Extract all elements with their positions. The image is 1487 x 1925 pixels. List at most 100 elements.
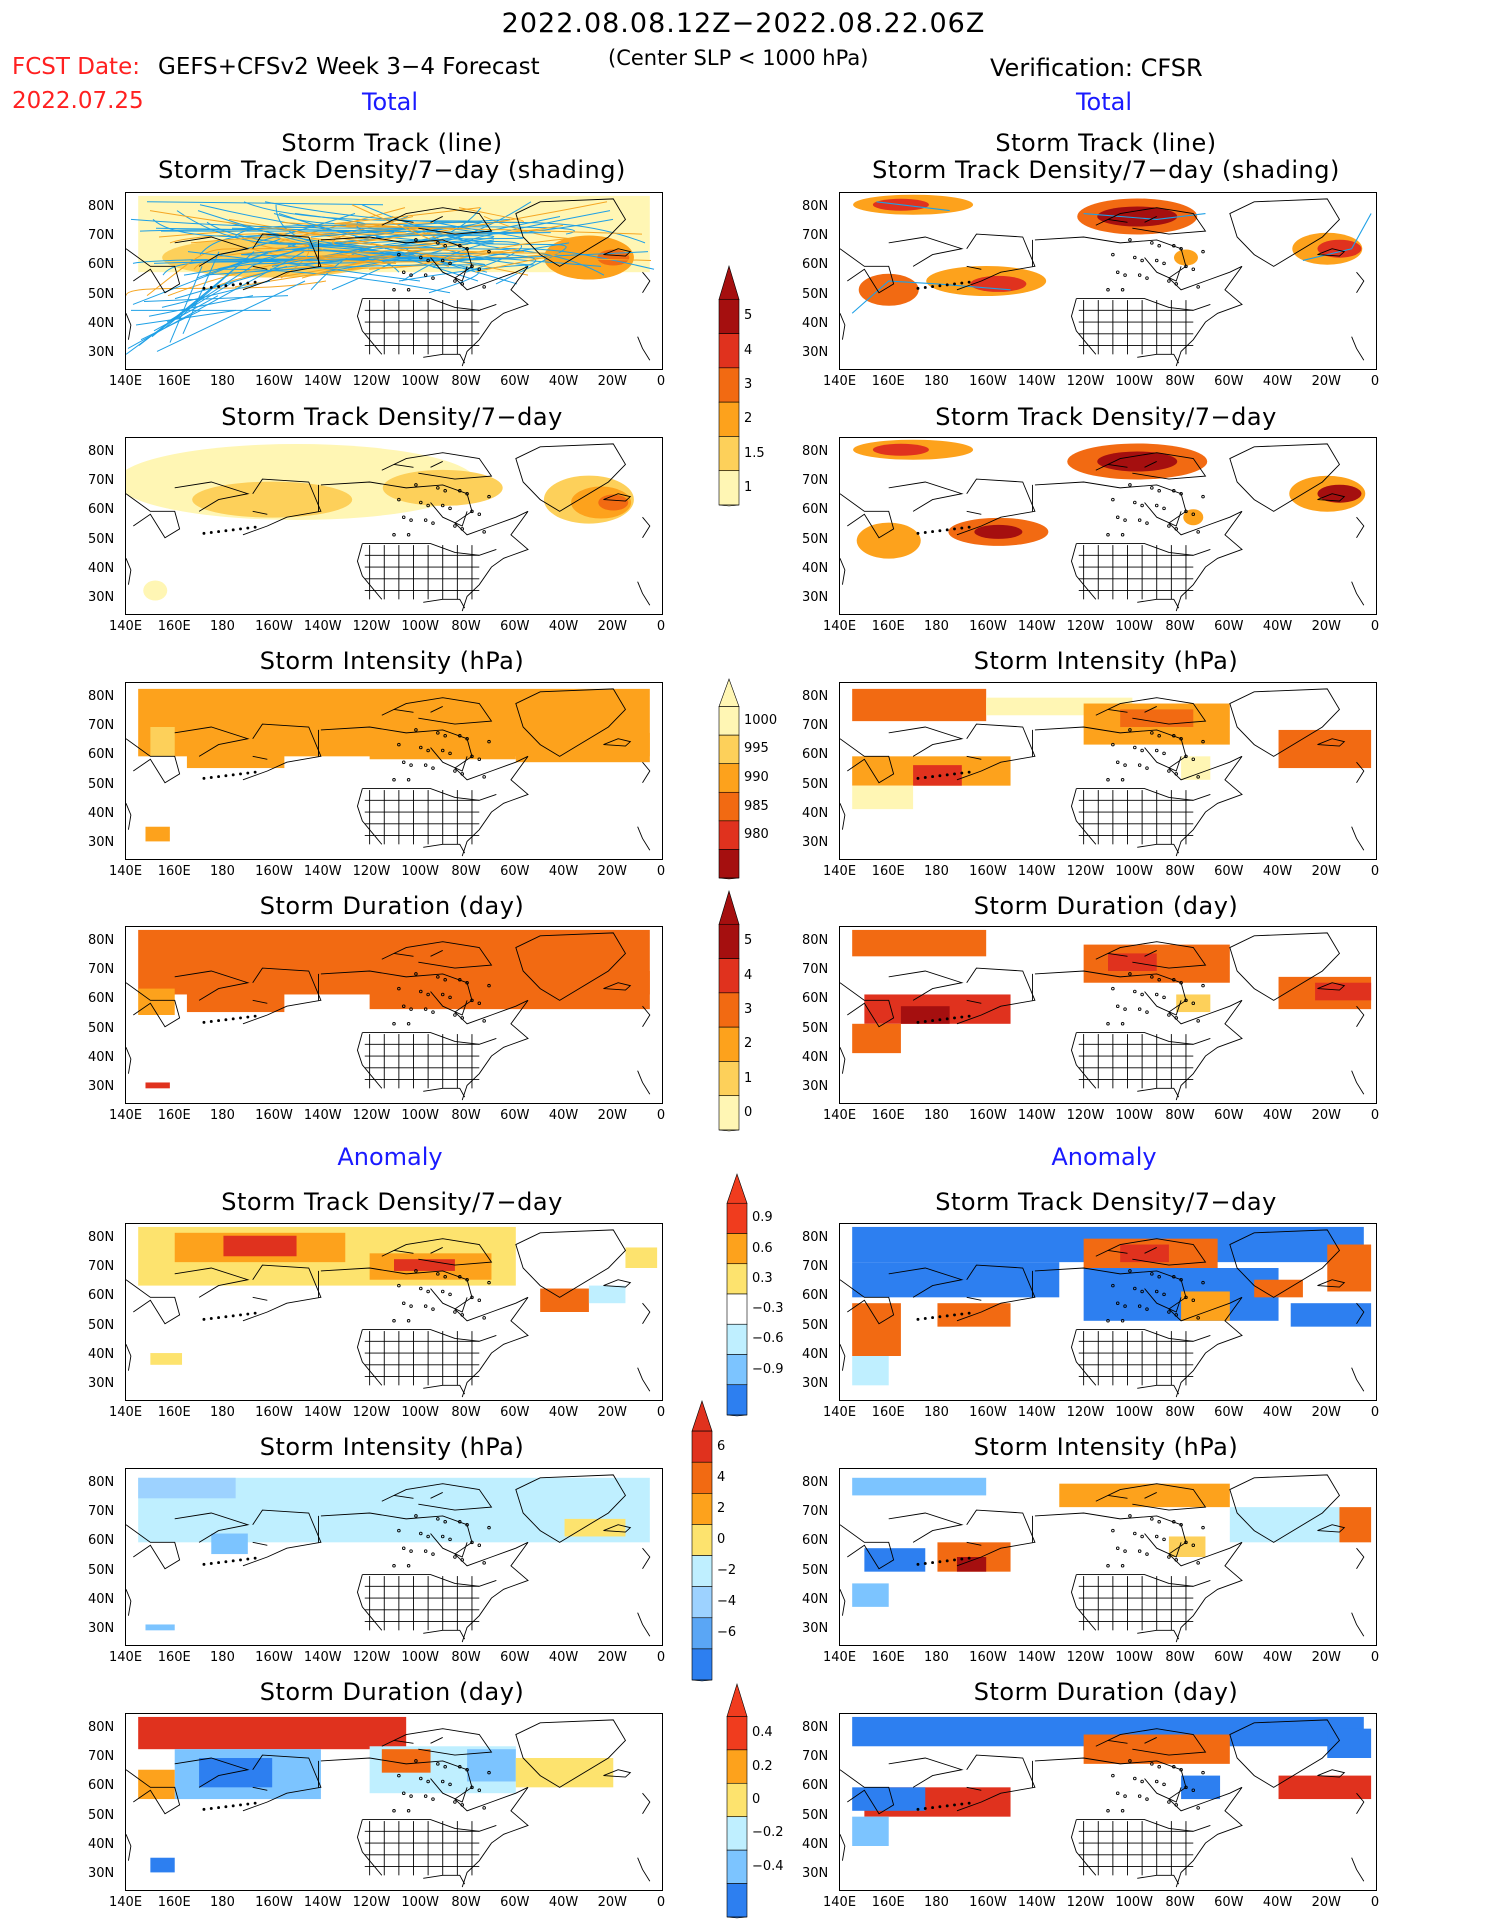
coastline: [126, 1474, 651, 1643]
lat-tick-label: 60N: [802, 502, 829, 518]
lon-tick-label: 80W: [451, 619, 481, 634]
lon-tick-label: 160E: [157, 1405, 191, 1420]
lat-tick-label: 60N: [88, 991, 115, 1007]
lon-tick-label: 140W: [303, 1108, 342, 1123]
lon-tick-label: 180: [210, 1108, 235, 1123]
lon-tick-label: 160W: [255, 619, 293, 634]
lat-tick-label: 30N: [802, 1866, 829, 1882]
lon-tick-label: 100W: [1115, 864, 1154, 879]
duration-anom-positive-atlantic: [515, 1758, 614, 1788]
lon-tick-label: 160E: [157, 1108, 191, 1123]
lon-tick-label: 20W: [1311, 1108, 1341, 1123]
lon-tick-label: 20W: [597, 864, 627, 879]
colorbar-tick-label: 3: [744, 1002, 753, 1017]
lat-tick-label: 80N: [802, 1719, 829, 1735]
lon-tick-label: 60W: [1214, 374, 1244, 389]
lon-tick-label: 160W: [255, 864, 293, 879]
lon-tick-label: 0: [1370, 1108, 1380, 1123]
lon-tick-label: 100W: [401, 1405, 440, 1420]
lon-tick-label: 60W: [500, 864, 530, 879]
anom-positive-canada-core: [394, 1259, 455, 1271]
colorbar-tick-label: −0.2: [752, 1825, 784, 1841]
intensity-anom-wpac: [864, 1548, 926, 1572]
lon-tick-label: 0: [656, 374, 666, 389]
map-panel-track-verification: [839, 192, 1377, 370]
colorbar-tick-label: 0: [752, 1792, 761, 1807]
duration-anom-atlantic: [1278, 1775, 1372, 1800]
lon-tick-label: 160W: [255, 1405, 293, 1420]
intensity-pacific-core: [913, 765, 962, 786]
lat-tick-label: 80N: [88, 198, 115, 214]
lon-tick-label: 120W: [352, 374, 391, 389]
lon-tick-label: 60W: [500, 619, 530, 634]
lon-tick-label: 160W: [969, 619, 1007, 634]
duration-anom-negative-east: [467, 1749, 516, 1782]
duration-pacific-core: [900, 1006, 950, 1024]
coastline: [840, 1719, 1365, 1888]
map-field: [126, 688, 651, 857]
lon-tick-label: 140W: [1017, 374, 1056, 389]
lat-tick-label: 30N: [88, 835, 115, 851]
lon-tick-label: 140W: [1017, 1108, 1056, 1123]
fcst-date-label: FCST Date:: [12, 54, 140, 80]
density-atlantic-core: [598, 494, 629, 511]
map-panel-intensity-forecast: [125, 682, 663, 860]
lon-tick-label: 140E: [823, 1108, 857, 1123]
coastline: [840, 443, 1365, 612]
lat-tick-label: 80N: [802, 443, 829, 459]
colorbar-intensity_anom: [691, 1400, 713, 1686]
lon-tick-label: 100W: [1115, 374, 1154, 389]
lat-tick-label: 80N: [802, 932, 829, 948]
duration-kamchatka: [138, 988, 175, 1015]
lon-tick-label: 80W: [451, 1895, 481, 1910]
lon-tick-label: 60W: [1214, 1108, 1244, 1123]
density-labrador: [1183, 509, 1204, 526]
lat-tick-label: 40N: [802, 1050, 829, 1065]
lon-tick-label: 140E: [823, 374, 857, 389]
lat-tick-label: 40N: [88, 1050, 115, 1065]
lat-tick-label: 40N: [88, 1837, 115, 1852]
lon-tick-label: 40W: [548, 1650, 579, 1665]
anom-negative-canada: [1083, 1268, 1279, 1321]
lon-tick-label: 140W: [1017, 1405, 1056, 1420]
colorbar-tick-label: 2: [717, 1500, 726, 1516]
panel-title-intensity-anom-right: Storm Intensity (hPa): [973, 1433, 1239, 1461]
lon-tick-label: 140E: [823, 619, 857, 634]
lon-tick-label: 120W: [1066, 374, 1105, 389]
section-anomaly-right: Anomaly: [1051, 1143, 1157, 1171]
intensity-anom-pacific-core: [956, 1557, 987, 1572]
lat-tick-label: 50N: [88, 1317, 115, 1333]
map-field: [840, 929, 1372, 1101]
lon-tick-label: 0: [1370, 1650, 1380, 1665]
lon-tick-label: 140W: [1017, 1895, 1056, 1910]
map-field: [840, 1474, 1372, 1643]
coastline: [126, 688, 651, 857]
lon-tick-label: 140E: [109, 374, 143, 389]
panel-title-intensity-anom-left: Storm Intensity (hPa): [259, 1433, 525, 1461]
lon-tick-label: 160W: [255, 1650, 293, 1665]
lat-tick-label: 80N: [88, 932, 115, 948]
lon-tick-label: 180: [924, 619, 949, 634]
lon-tick-label: 120W: [1066, 1405, 1105, 1420]
colorbar-tick-label: 0.6: [752, 1240, 773, 1256]
intensity-pacific: [186, 741, 285, 769]
lon-tick-label: 100W: [1115, 1405, 1154, 1420]
colorbar-tick-label: −0.4: [752, 1858, 784, 1874]
lat-tick-label: 70N: [88, 718, 115, 733]
lat-tick-label: 30N: [88, 1079, 115, 1095]
lon-tick-label: 180: [210, 619, 235, 634]
lon-tick-label: 180: [924, 1405, 949, 1420]
panel-title-density-right: Storm Track Density/7−day: [935, 403, 1277, 431]
colorbar-tick-label: 1: [744, 1070, 753, 1086]
map-field: [126, 443, 651, 612]
lat-tick-label: 40N: [88, 806, 115, 821]
lon-tick-label: 80W: [1165, 374, 1195, 389]
lat-tick-label: 70N: [802, 1259, 829, 1274]
colorbar-tick-label: 990: [744, 770, 769, 785]
colorbar-tick-label: 4: [744, 342, 753, 358]
lat-tick-label: 60N: [802, 747, 829, 763]
lat-tick-label: 40N: [88, 561, 115, 576]
lon-tick-label: 40W: [1262, 1405, 1293, 1420]
lat-tick-label: 70N: [802, 962, 829, 977]
lat-tick-label: 30N: [88, 1621, 115, 1637]
